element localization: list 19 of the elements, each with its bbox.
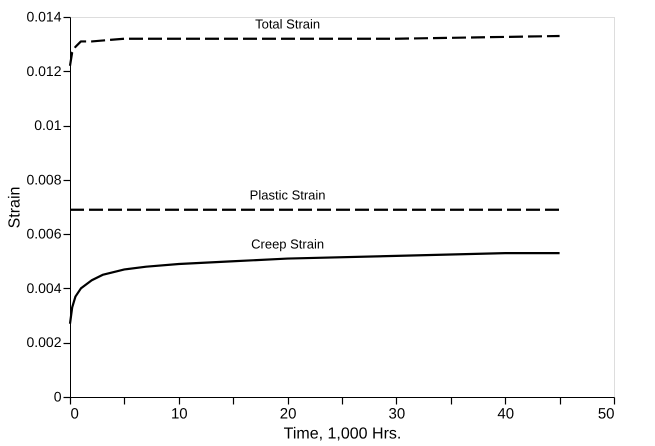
x-tick-label: 0 [70,406,79,422]
y-tick-label: 0.014 [26,8,62,24]
y-tick-label: 0.008 [26,171,62,188]
y-tick-label: 0.002 [26,334,62,350]
y-tick-label: 0.01 [34,117,62,134]
x-tick-label: 30 [388,406,406,422]
y-tick-label: 0.004 [26,280,62,296]
series-label: Plastic Strain [250,188,326,203]
x-tick-label: 40 [497,406,514,422]
y-tick-label: 0.006 [26,226,62,242]
series-label: Creep Strain [251,236,324,252]
y-axis-title: Strain [6,186,24,228]
x-tick-label: 50 [598,406,614,422]
x-tick-label: 10 [170,406,188,422]
x-axis-title: Time, 1,000 Hrs. [284,426,402,442]
series-label: Total Strain [255,16,320,32]
x-tick-label: 20 [280,406,296,422]
y-tick-label: 0 [54,388,62,404]
y-tick-label: 0.012 [26,62,62,79]
